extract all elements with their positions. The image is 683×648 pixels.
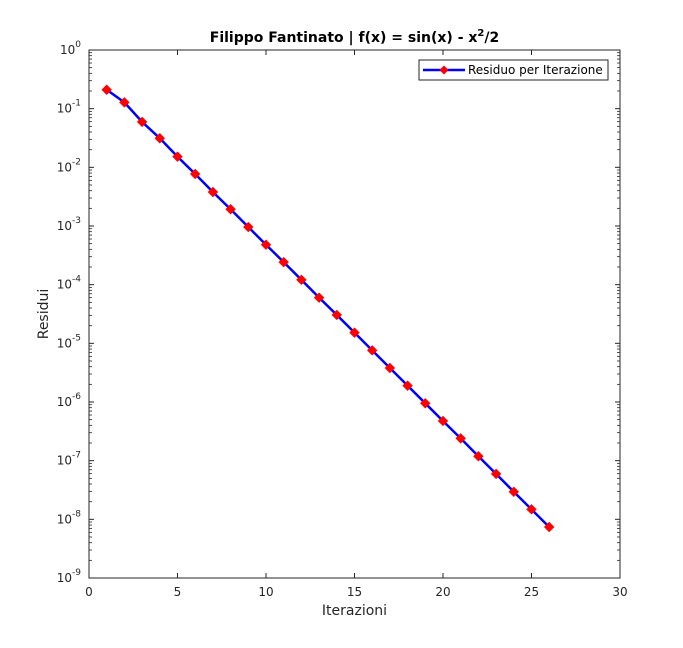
data-point	[136, 116, 148, 128]
legend: Residuo per Iterazione	[418, 59, 609, 81]
y-tick-label: 10-9	[57, 568, 82, 585]
data-point	[384, 362, 396, 374]
data-point	[349, 327, 360, 338]
data-point	[420, 398, 431, 409]
y-tick-label: 10-8	[57, 509, 82, 526]
y-tick-label: 10-5	[57, 333, 81, 350]
data-point	[526, 504, 537, 515]
data-point	[119, 97, 130, 108]
y-tick-label: 100	[60, 40, 81, 57]
data-point	[296, 274, 307, 286]
x-tick-label: 30	[612, 585, 627, 599]
y-tick-label: 10-7	[57, 451, 81, 468]
x-tick-label: 10	[258, 585, 273, 599]
series-line	[105, 88, 551, 528]
legend-marker-sample	[439, 65, 449, 75]
data-point	[260, 239, 272, 250]
y-tick-label: 10-1	[57, 99, 81, 116]
x-axis-label: Iterazioni	[322, 603, 387, 619]
data-point	[331, 309, 343, 321]
chart-title: Filippo Fantinato | f(x) = sin(x) - x2/2	[210, 28, 499, 46]
data-point	[402, 380, 413, 391]
series-layer	[101, 84, 555, 533]
data-point	[543, 521, 555, 533]
data-point	[154, 133, 166, 144]
plot-area	[89, 50, 620, 578]
data-point	[508, 486, 520, 497]
data-point	[207, 186, 219, 198]
y-tick-label: 10-6	[57, 392, 82, 409]
y-tick-label: 10-3	[57, 216, 81, 233]
data-point	[455, 433, 466, 444]
data-point	[490, 468, 502, 480]
data-point	[189, 168, 201, 180]
x-tick-label: 25	[524, 585, 539, 599]
y-tick-label: 10-4	[57, 275, 82, 292]
y-axis-ticks: 100 10-1 10-2 10-3 10-4 10-5 10-6 10-7 10-8 10-9	[57, 40, 620, 585]
data-point	[366, 345, 378, 356]
data-point	[437, 415, 449, 427]
x-tick-label: 0	[85, 585, 93, 599]
legend-box	[418, 59, 609, 81]
data-point	[172, 151, 183, 162]
legend-entry-label: Residuo per Iterazione	[468, 63, 603, 77]
data-point	[225, 204, 236, 215]
data-point	[313, 292, 325, 303]
data-point	[278, 256, 289, 268]
data-point	[243, 221, 254, 233]
x-tick-label: 5	[174, 585, 182, 599]
axes-box	[88, 49, 621, 579]
x-tick-label: 15	[347, 585, 362, 599]
data-point	[473, 451, 484, 462]
y-tick-label: 10-2	[57, 157, 81, 174]
data-point	[101, 84, 112, 95]
x-tick-label: 20	[435, 585, 450, 599]
y-axis-label: Residui	[36, 289, 52, 340]
